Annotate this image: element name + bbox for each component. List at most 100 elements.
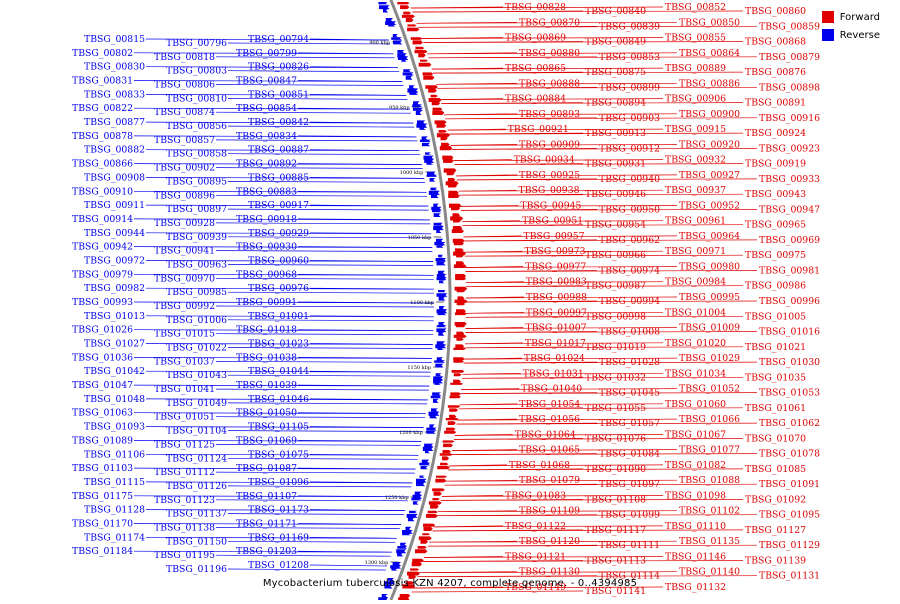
gene-connector (422, 560, 744, 562)
forward-gene (423, 523, 436, 527)
gene-connector (145, 343, 433, 345)
reverse-gene-label: TBSG_01022 (166, 343, 227, 354)
reverse-gene (392, 562, 401, 567)
reverse-gene (396, 549, 407, 554)
forward-gene (448, 184, 458, 188)
gene-connector (133, 523, 402, 525)
forward-gene (432, 488, 445, 492)
forward-gene (428, 98, 442, 102)
gene-connector (444, 483, 758, 486)
forward-gene (437, 466, 450, 470)
forward-gene-label: TBSG_00938 (519, 185, 580, 196)
forward-gene-label: TBSG_00927 (679, 170, 740, 181)
forward-gene-label: TBSG_01004 (665, 307, 726, 318)
forward-gene (450, 216, 464, 221)
reverse-gene-label: TBSG_00896 (154, 190, 215, 201)
forward-gene-label: TBSG_01139 (745, 556, 806, 567)
forward-gene (427, 510, 438, 514)
reverse-gene-label: TBSG_00982 (84, 283, 145, 294)
forward-gene-label: TBSG_01132 (665, 582, 726, 593)
gene-connector (215, 388, 429, 391)
forward-gene-label: TBSG_01009 (679, 323, 740, 334)
reverse-gene (432, 210, 442, 213)
forward-gene-label: TBSG_00884 (505, 94, 566, 105)
forward-gene (454, 322, 467, 326)
forward-gene (453, 347, 466, 350)
reverse-gene-label: TBSG_00928 (154, 218, 215, 229)
reverse-gene (428, 190, 440, 195)
forward-gene (443, 168, 457, 173)
reverse-gene-label: TBSG_00914 (72, 214, 133, 225)
forward-gene (441, 142, 450, 147)
reverse-gene-label: TBSG_00857 (154, 135, 215, 146)
reverse-gene (421, 459, 430, 464)
reverse-gene (430, 194, 439, 198)
reverse-gene-label: TBSG_00897 (166, 204, 227, 215)
forward-gene (434, 120, 447, 125)
reverse-gene (409, 91, 419, 95)
forward-gene (438, 130, 447, 133)
gene-connector (454, 163, 744, 165)
gene-connector (418, 25, 758, 28)
reverse-gene-label: TBSG_01184 (72, 546, 133, 557)
reverse-gene (414, 491, 422, 496)
reverse-gene-label: TBSG_00866 (72, 159, 133, 170)
gene-connector (463, 239, 758, 242)
forward-gene-label: TBSG_01065 (519, 445, 580, 456)
reverse-gene-label: TBSG_00803 (166, 66, 227, 77)
reverse-gene (437, 347, 444, 350)
reverse-gene (416, 120, 426, 125)
reverse-gene (435, 238, 444, 243)
reverse-gene-label: TBSG_01026 (72, 325, 133, 336)
reverse-gene-label: TBSG_01126 (166, 481, 227, 492)
gene-connector (463, 235, 678, 238)
gene-connector (433, 71, 744, 74)
gene-connector (227, 485, 412, 488)
reverse-gene-label: TBSG_01048 (84, 394, 145, 405)
reverse-gene (384, 584, 393, 589)
reverse-gene (407, 517, 415, 522)
reverse-gene (430, 395, 442, 399)
gene-connector (457, 418, 678, 421)
forward-gene (440, 462, 449, 466)
reverse-gene (384, 581, 396, 585)
forward-gene (452, 226, 463, 231)
forward-gene (453, 264, 467, 268)
reverse-gene (402, 72, 414, 76)
reverse-gene-label: TBSG_00882 (84, 145, 145, 156)
reverse-gene (435, 363, 444, 368)
gene-connector (145, 509, 406, 511)
forward-gene-label: TBSG_00864 (679, 48, 740, 59)
forward-gene-label: TBSG_01095 (759, 510, 820, 521)
reverse-gene-label: TBSG_01196 (166, 564, 227, 575)
forward-gene-label: TBSG_01135 (679, 536, 740, 547)
gene-connector (448, 132, 744, 135)
forward-gene-label: TBSG_00876 (745, 67, 806, 78)
reverse-gene (433, 376, 444, 381)
gene-connector (458, 193, 744, 196)
forward-gene (449, 203, 462, 208)
reverse-gene (436, 357, 444, 361)
forward-gene (401, 14, 415, 18)
reverse-gene-label: TBSG_01049 (166, 398, 227, 409)
forward-gene-label: TBSG_01091 (759, 479, 820, 490)
reverse-gene-label: TBSG_01069 (236, 435, 297, 446)
forward-gene-label: TBSG_00828 (505, 2, 566, 13)
gene-connector (410, 6, 664, 9)
connector-lines (133, 6, 758, 593)
reverse-gene-label: TBSG_00939 (166, 232, 227, 243)
reverse-gene (409, 85, 415, 89)
forward-gene-label: TBSG_01141 (585, 586, 646, 597)
gene-connector (428, 56, 758, 59)
reverse-gene-label: TBSG_00878 (72, 131, 133, 142)
reverse-gene-label: TBSG_01115 (84, 477, 145, 488)
forward-gene (414, 50, 428, 54)
forward-gene-label: TBSG_00906 (665, 94, 726, 105)
forward-gene-label: TBSG_01129 (759, 540, 820, 551)
gene-connector (145, 38, 389, 41)
gene-connector (133, 190, 427, 193)
gene-connector (432, 529, 744, 532)
forward-gene-label: TBSG_00986 (745, 281, 806, 292)
forward-gene-label: TBSG_00940 (599, 174, 660, 185)
